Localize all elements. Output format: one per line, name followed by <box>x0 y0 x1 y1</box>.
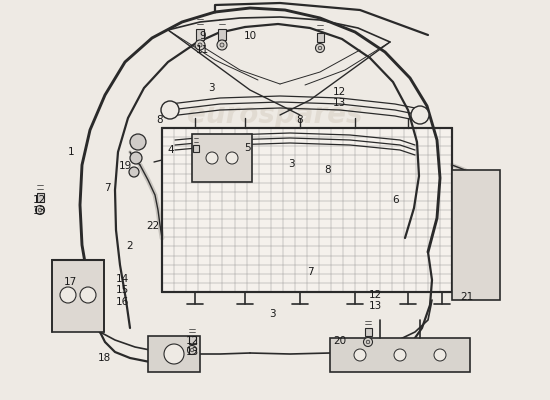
Text: 2: 2 <box>126 241 133 251</box>
Text: 15: 15 <box>116 286 129 295</box>
Text: 4: 4 <box>167 145 174 155</box>
Circle shape <box>206 152 218 164</box>
Text: 7: 7 <box>104 183 111 193</box>
Text: 12: 12 <box>186 336 199 346</box>
Text: 1: 1 <box>68 147 75 157</box>
Circle shape <box>217 40 227 50</box>
Bar <box>36 193 43 202</box>
Bar <box>162 128 452 292</box>
Text: 7: 7 <box>307 267 314 277</box>
Text: 16: 16 <box>116 297 129 306</box>
Circle shape <box>434 349 446 361</box>
Circle shape <box>80 287 96 303</box>
Bar <box>196 29 204 40</box>
Circle shape <box>226 152 238 164</box>
Circle shape <box>366 340 370 344</box>
Circle shape <box>130 134 146 150</box>
Text: 13: 13 <box>368 302 382 311</box>
Text: 10: 10 <box>244 31 257 41</box>
Text: 3: 3 <box>208 83 215 93</box>
Bar <box>316 33 323 42</box>
Text: 22: 22 <box>146 221 160 231</box>
Circle shape <box>129 167 139 177</box>
Text: 21: 21 <box>460 292 473 302</box>
Circle shape <box>354 349 366 361</box>
Text: 14: 14 <box>116 274 129 284</box>
Text: 13: 13 <box>33 206 46 216</box>
Text: 3: 3 <box>288 159 295 169</box>
Text: 5: 5 <box>244 143 251 153</box>
Circle shape <box>411 106 429 124</box>
Text: 13: 13 <box>186 347 199 357</box>
Text: 6: 6 <box>393 195 399 205</box>
Bar <box>330 338 470 372</box>
Text: 12: 12 <box>333 87 346 97</box>
Circle shape <box>220 43 224 47</box>
Text: 11: 11 <box>196 45 209 55</box>
Circle shape <box>364 338 372 346</box>
Circle shape <box>188 346 196 354</box>
Circle shape <box>198 43 202 47</box>
Bar <box>189 336 195 344</box>
Text: 3: 3 <box>269 309 276 319</box>
Bar <box>365 328 371 336</box>
Circle shape <box>36 206 45 214</box>
Text: 12: 12 <box>368 290 382 300</box>
Circle shape <box>394 349 406 361</box>
Circle shape <box>130 152 142 164</box>
Circle shape <box>318 46 322 50</box>
Text: 8: 8 <box>156 115 163 125</box>
Circle shape <box>38 208 42 212</box>
Bar <box>192 134 252 182</box>
Text: eurospares: eurospares <box>187 101 363 129</box>
Bar <box>193 145 199 152</box>
Text: 20: 20 <box>333 336 346 346</box>
Text: 9: 9 <box>199 31 206 41</box>
Bar <box>452 170 500 300</box>
Circle shape <box>161 101 179 119</box>
Bar <box>52 260 104 332</box>
Circle shape <box>195 40 205 50</box>
Text: 13: 13 <box>333 98 346 108</box>
Text: eurospares: eurospares <box>187 241 363 269</box>
Circle shape <box>190 348 194 352</box>
Text: 8: 8 <box>324 165 331 175</box>
Text: 12: 12 <box>33 195 46 205</box>
Text: 19: 19 <box>119 161 132 171</box>
Bar <box>218 29 226 40</box>
Circle shape <box>164 344 184 364</box>
Bar <box>148 336 200 372</box>
Circle shape <box>316 44 324 52</box>
Text: 8: 8 <box>296 115 303 125</box>
Text: 17: 17 <box>64 277 77 287</box>
Text: 18: 18 <box>98 353 111 363</box>
Circle shape <box>60 287 76 303</box>
